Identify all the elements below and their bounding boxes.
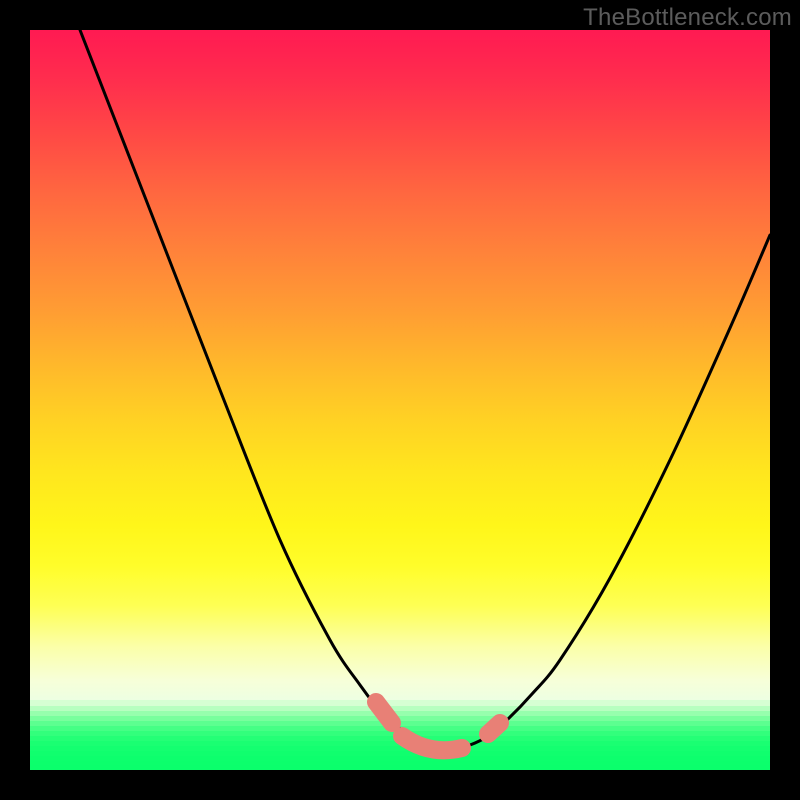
plot-area: [30, 30, 770, 770]
marker-glyph: [376, 702, 392, 723]
chart-svg: [30, 30, 770, 770]
curve-markers: [376, 702, 500, 750]
bottleneck-curve: [80, 30, 770, 750]
watermark-text: TheBottleneck.com: [583, 4, 792, 32]
marker-glyph: [402, 736, 462, 750]
marker-glyph: [488, 723, 500, 734]
